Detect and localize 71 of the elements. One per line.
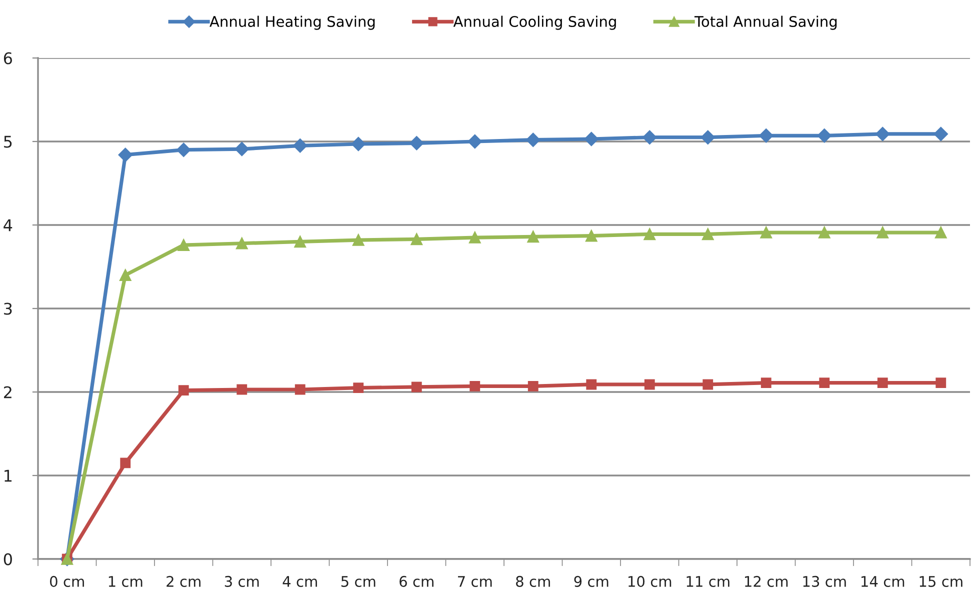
point — [936, 378, 946, 388]
x-tick-label: 0 cm — [50, 576, 84, 587]
point — [759, 128, 774, 143]
x-tick-label: 15 cm — [920, 576, 962, 587]
point — [702, 379, 714, 390]
point — [353, 382, 364, 394]
point — [877, 378, 888, 388]
point — [120, 458, 131, 468]
x-tick-label: 4 cm — [282, 576, 317, 587]
point — [527, 230, 540, 243]
point — [642, 130, 657, 144]
point — [526, 132, 540, 147]
point — [585, 230, 598, 242]
point — [819, 378, 830, 388]
x-tick-label: 10 cm — [628, 576, 672, 587]
point — [644, 379, 655, 390]
x-tick-label: 2 cm — [166, 576, 200, 587]
x-tick-label: 8 cm — [516, 576, 550, 587]
point — [644, 228, 656, 240]
point — [468, 134, 482, 149]
point — [236, 237, 248, 250]
x-tick-label: 13 cm — [803, 576, 846, 587]
point — [294, 384, 306, 395]
point — [118, 148, 132, 162]
x-tick-label: 9 cm — [574, 576, 608, 587]
y-tick-label: 3 — [4, 302, 12, 315]
point — [176, 142, 191, 157]
y-tick-label: 4 — [4, 219, 12, 232]
point — [351, 136, 366, 152]
point — [352, 234, 364, 246]
point — [411, 382, 422, 392]
point — [468, 232, 481, 244]
x-tick-label: 12 cm — [745, 576, 788, 587]
point — [876, 226, 889, 238]
x-tick-label: 11 cm — [686, 576, 730, 587]
point — [294, 236, 306, 248]
legend-label: Annual Cooling Saving — [453, 16, 616, 30]
point — [584, 132, 598, 146]
point — [410, 136, 424, 150]
x-tick-label: 5 cm — [341, 576, 376, 587]
point — [528, 380, 538, 392]
point — [586, 379, 597, 390]
point — [293, 138, 308, 153]
legend-label: Total Annual Saving — [694, 16, 837, 30]
point — [702, 228, 714, 240]
point — [178, 385, 189, 396]
legend-label: Annual Heating Saving — [210, 16, 375, 30]
point — [236, 384, 248, 395]
point — [178, 239, 190, 251]
x-tick-label: 7 cm — [458, 576, 492, 587]
point — [700, 130, 715, 144]
point — [234, 142, 249, 156]
y-tick-label: 0 — [4, 553, 12, 566]
point — [760, 378, 772, 388]
point — [934, 126, 948, 142]
point — [934, 226, 947, 238]
point — [760, 226, 772, 238]
point — [410, 233, 423, 246]
y-tick-label: 2 — [4, 386, 12, 398]
point — [876, 126, 890, 142]
point — [470, 380, 480, 392]
x-tick-label: 1 cm — [108, 576, 142, 587]
x-tick-label: 14 cm — [862, 576, 904, 587]
y-tick-label: 1 — [4, 470, 12, 482]
point — [818, 226, 830, 238]
y-tick-label: 6 — [4, 52, 12, 64]
point — [119, 269, 132, 282]
point — [817, 128, 832, 143]
x-tick-label: 3 cm — [224, 576, 259, 587]
x-tick-label: 6 cm — [400, 576, 434, 587]
y-tick-label: 5 — [4, 136, 12, 148]
